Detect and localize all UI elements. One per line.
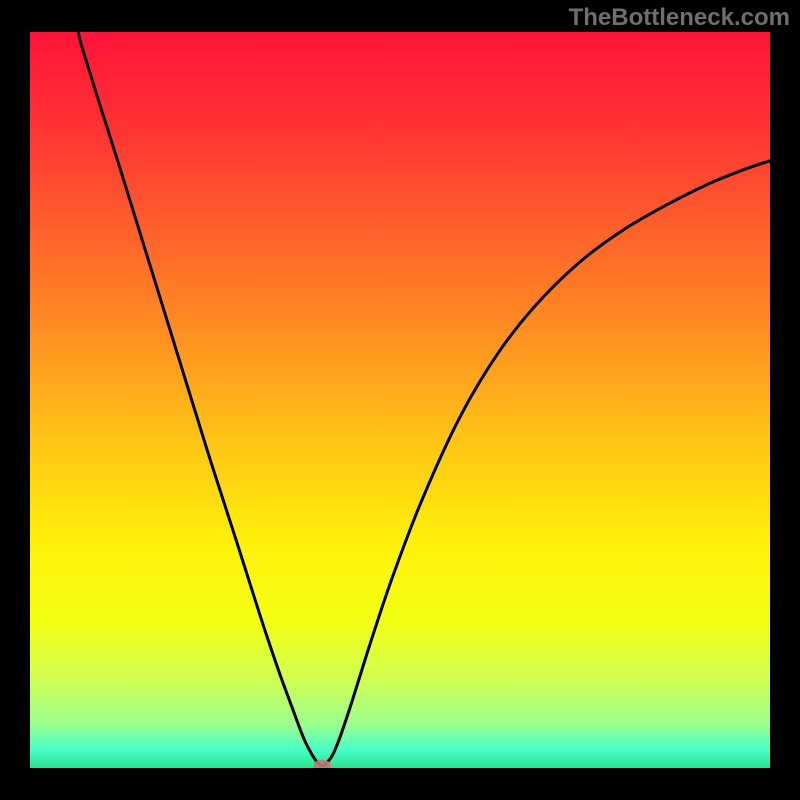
chart-container: TheBottleneck.com <box>0 0 800 800</box>
gradient-background <box>30 32 770 768</box>
watermark-text: TheBottleneck.com <box>569 4 790 32</box>
chart-svg <box>30 32 770 768</box>
plot-area <box>30 32 770 768</box>
